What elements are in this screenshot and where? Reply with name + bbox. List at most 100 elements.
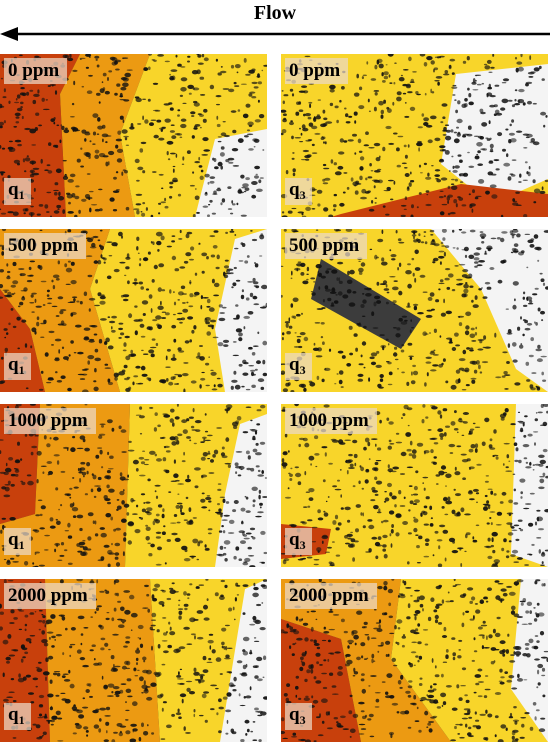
pore bbox=[474, 265, 478, 268]
pore bbox=[113, 731, 118, 734]
pore bbox=[452, 652, 456, 657]
pore bbox=[479, 601, 485, 603]
pore bbox=[308, 122, 314, 127]
pore bbox=[104, 715, 111, 717]
pore bbox=[377, 650, 380, 653]
pore bbox=[208, 532, 212, 535]
pore bbox=[97, 117, 101, 122]
pore bbox=[385, 338, 389, 341]
pore bbox=[200, 295, 203, 300]
pore bbox=[426, 56, 433, 61]
pore bbox=[539, 190, 546, 194]
pore bbox=[25, 674, 31, 678]
pore bbox=[158, 263, 165, 268]
pore bbox=[401, 344, 405, 347]
pore bbox=[144, 119, 149, 124]
pore bbox=[194, 161, 201, 164]
pore bbox=[490, 544, 494, 548]
pore bbox=[493, 559, 500, 564]
pore bbox=[96, 64, 100, 68]
pore bbox=[172, 353, 176, 359]
pore bbox=[150, 624, 156, 627]
pore bbox=[4, 290, 8, 293]
pore bbox=[362, 299, 367, 304]
pore bbox=[431, 658, 434, 663]
pore bbox=[125, 355, 131, 361]
fluid-zone-1 bbox=[0, 404, 130, 567]
pore bbox=[88, 297, 96, 301]
pore bbox=[304, 650, 307, 655]
pore bbox=[412, 503, 418, 505]
pore bbox=[433, 456, 437, 459]
pore bbox=[430, 350, 435, 353]
pore bbox=[355, 504, 361, 508]
pore bbox=[211, 649, 216, 654]
pore bbox=[107, 501, 111, 505]
pore bbox=[170, 152, 176, 155]
pore bbox=[222, 339, 230, 343]
pore bbox=[451, 72, 455, 75]
pore bbox=[46, 164, 51, 167]
pore bbox=[2, 96, 7, 99]
pore bbox=[460, 453, 467, 456]
pore bbox=[216, 512, 224, 515]
pore bbox=[72, 515, 77, 518]
pore bbox=[359, 175, 363, 181]
pore bbox=[320, 123, 327, 128]
pore bbox=[388, 439, 392, 443]
pore bbox=[158, 202, 162, 205]
pore bbox=[523, 291, 526, 295]
pore bbox=[76, 300, 80, 303]
pore bbox=[250, 730, 254, 733]
pore bbox=[242, 531, 245, 536]
pore bbox=[431, 165, 434, 167]
pore bbox=[244, 495, 247, 498]
pore bbox=[442, 408, 448, 412]
pore bbox=[487, 537, 491, 542]
pore bbox=[65, 267, 73, 273]
pore bbox=[458, 173, 466, 177]
pore bbox=[535, 579, 541, 582]
pore bbox=[502, 653, 506, 657]
pore bbox=[437, 622, 443, 625]
pore bbox=[287, 210, 293, 214]
pore bbox=[465, 532, 471, 536]
pore bbox=[147, 251, 151, 255]
pore bbox=[411, 327, 415, 329]
fluid-zone-0 bbox=[0, 579, 50, 742]
pore bbox=[545, 286, 548, 290]
pore bbox=[416, 93, 421, 96]
pore bbox=[352, 133, 357, 137]
pore bbox=[429, 243, 437, 245]
pore bbox=[447, 194, 453, 198]
pore bbox=[375, 698, 380, 703]
pore bbox=[321, 136, 324, 138]
pore bbox=[413, 235, 415, 240]
pore bbox=[134, 675, 139, 677]
pore bbox=[201, 371, 205, 374]
pore bbox=[81, 373, 88, 376]
pore bbox=[105, 590, 110, 594]
pore bbox=[297, 261, 302, 263]
pore bbox=[81, 85, 85, 88]
pore bbox=[447, 200, 449, 205]
pore bbox=[398, 241, 405, 244]
pore bbox=[382, 205, 386, 208]
pore bbox=[216, 712, 219, 716]
pore bbox=[476, 463, 482, 466]
pore bbox=[157, 305, 164, 310]
pore bbox=[321, 378, 325, 383]
pore bbox=[319, 664, 323, 666]
pore bbox=[97, 559, 104, 562]
pore bbox=[404, 154, 408, 159]
pore bbox=[301, 85, 308, 88]
pore-texture bbox=[0, 54, 267, 217]
pore bbox=[108, 150, 115, 156]
pore bbox=[546, 410, 548, 414]
pore bbox=[13, 125, 17, 128]
pore bbox=[499, 501, 504, 504]
pore bbox=[93, 386, 99, 392]
pore bbox=[447, 496, 451, 502]
pore bbox=[197, 54, 202, 58]
pore bbox=[238, 693, 241, 697]
